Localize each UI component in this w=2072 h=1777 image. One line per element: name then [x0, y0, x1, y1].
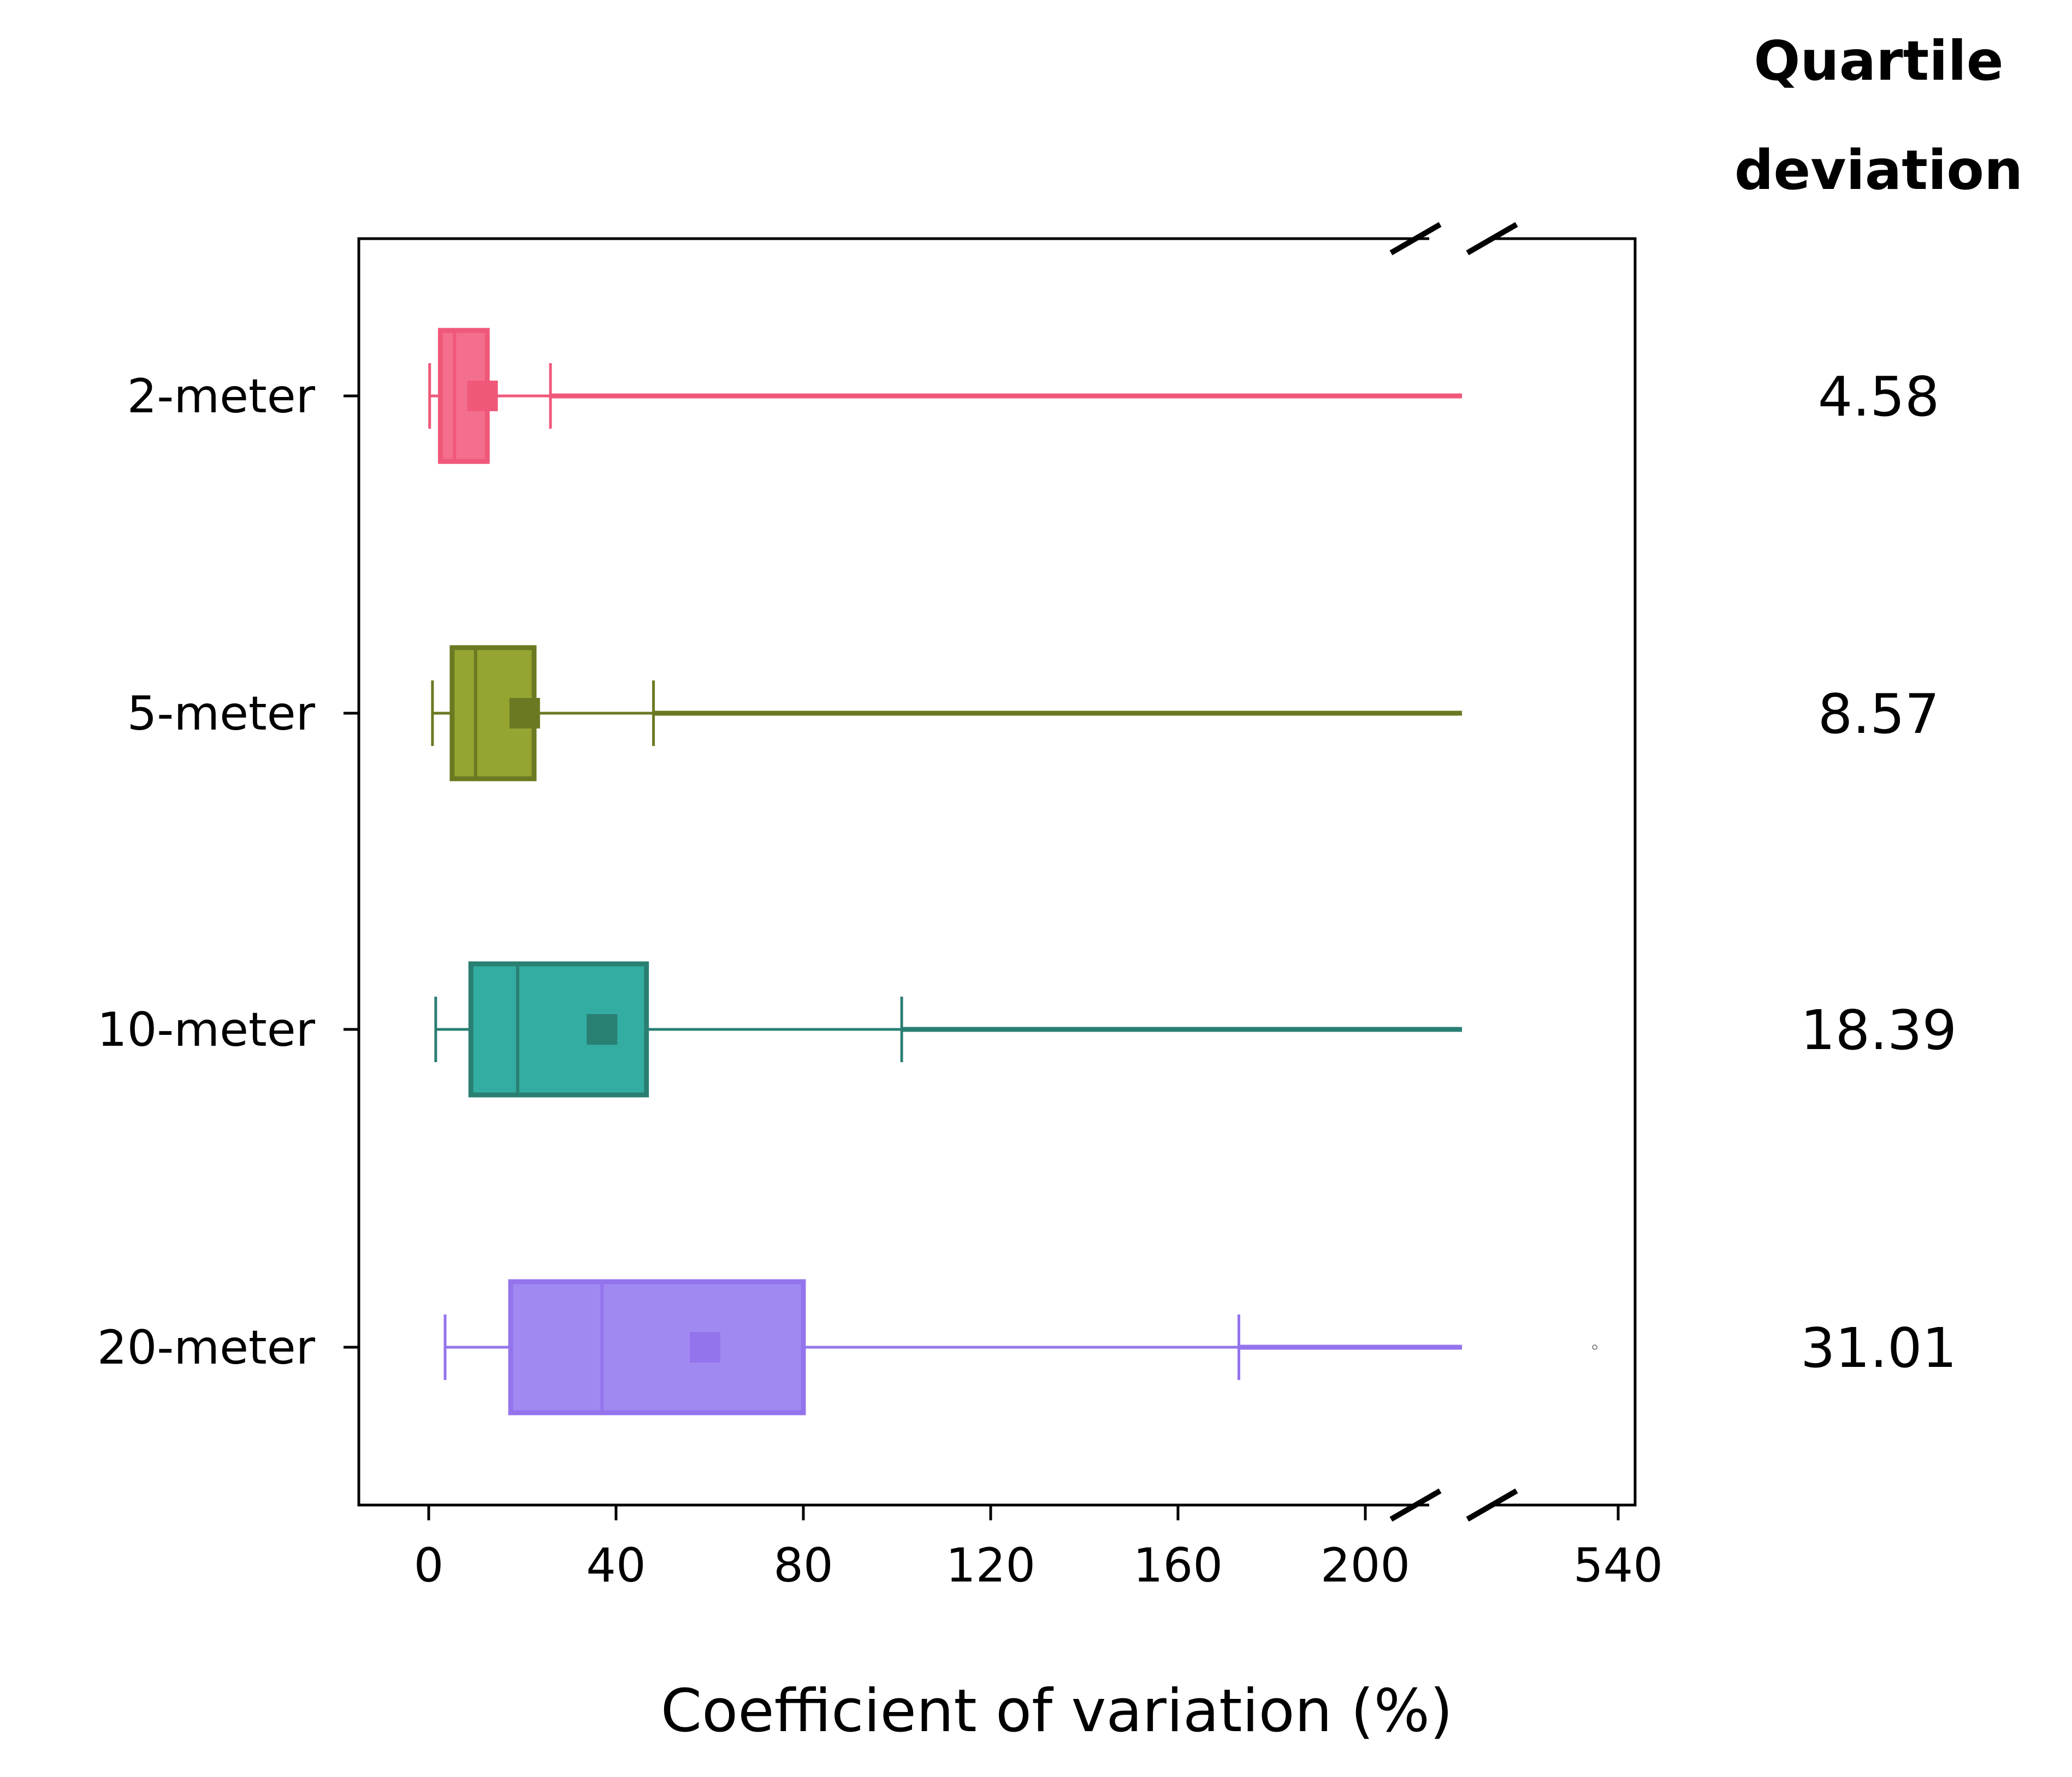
extra-outlier-20-meter — [1592, 1344, 1598, 1350]
x-tick-label-160: 160 — [1133, 1538, 1223, 1593]
x-tick-label-200: 200 — [1321, 1538, 1410, 1593]
axis-break-gap-bottom — [1429, 1501, 1495, 1509]
x-tick-label-0: 0 — [414, 1538, 444, 1593]
y-tick-label-20-meter: 20-meter — [97, 1320, 316, 1375]
plot-frame — [357, 237, 1637, 1507]
y-tick-label-2-meter: 2-meter — [127, 369, 316, 424]
mean-5-meter — [509, 698, 540, 728]
box-20-meter — [508, 1279, 806, 1415]
x-axis-title: Coefficient of variation (%) — [661, 1677, 1453, 1745]
mean-10-meter — [587, 1014, 618, 1045]
x-tick-label-80: 80 — [773, 1538, 833, 1593]
axis-break-slash-bottom-1 — [1389, 1488, 1442, 1522]
axis-break-gap-top — [1429, 234, 1495, 243]
x-tick-label-540: 540 — [1573, 1538, 1663, 1593]
axis-break-slash-bottom-2 — [1466, 1488, 1518, 1522]
mean-2-meter — [467, 381, 498, 411]
mean-20-meter — [689, 1332, 720, 1363]
quartile-deviation-10-meter: 18.39 — [1801, 998, 1957, 1062]
quartile-deviation-title-line-2: deviation — [1734, 138, 2023, 202]
y-tick-label-5-meter: 5-meter — [127, 686, 316, 741]
x-tick-label-120: 120 — [946, 1538, 1035, 1593]
quartile-deviation-2-meter: 4.58 — [1818, 365, 1940, 429]
quartile-deviation-20-meter: 31.01 — [1801, 1316, 1957, 1380]
quartile-deviation-5-meter: 8.57 — [1818, 682, 1940, 746]
axis-break-slash-top-2 — [1466, 222, 1518, 256]
y-tick-label-10-meter: 10-meter — [97, 1003, 316, 1057]
box-10-meter — [468, 961, 649, 1098]
x-tick-label-40: 40 — [586, 1538, 646, 1593]
quartile-deviation-title-line-1: Quartile — [1754, 29, 2003, 93]
axis-break-slash-top-1 — [1389, 222, 1442, 256]
